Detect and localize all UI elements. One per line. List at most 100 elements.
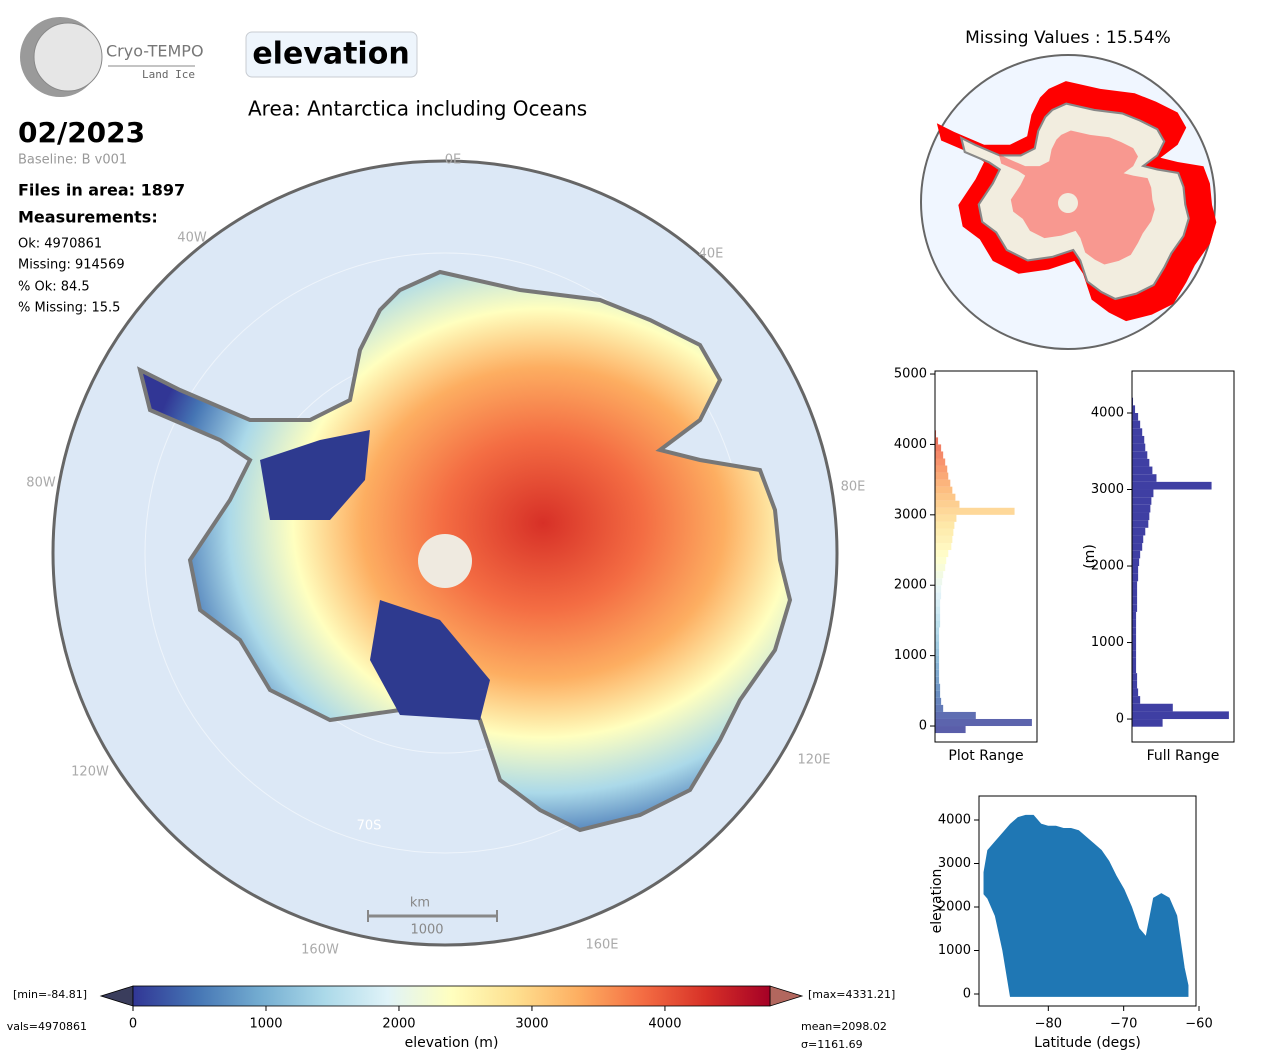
hist-bar (935, 528, 954, 536)
hist-bar (935, 726, 966, 734)
lon-label: 40E (699, 247, 724, 262)
hist-bar (935, 676, 940, 684)
scalebar-unit: km (410, 896, 430, 911)
hist-bar (935, 697, 942, 705)
main-map: 0E 40E 80E 120E 160E 160W 120W 80W 40W 7… (26, 153, 865, 958)
hist-bar (935, 648, 940, 656)
hist-bar (935, 669, 940, 677)
x-tick-label: 4000 (648, 1017, 681, 1032)
hist-bar (1132, 481, 1212, 490)
y-tick-label: 4000 (938, 813, 971, 828)
pct-missing: % Missing: 15.5 (18, 301, 120, 316)
hist-bar (1132, 588, 1138, 597)
hist-bar (1132, 420, 1141, 429)
files: Files in area: 1897 (18, 181, 185, 200)
hist-bar (935, 444, 942, 452)
hist-bar (935, 430, 937, 438)
hist-bar (935, 542, 952, 551)
hist-bar (1132, 619, 1137, 628)
hist-bar (1132, 634, 1137, 643)
hist-bar (935, 585, 942, 593)
hist-bar (935, 704, 944, 712)
hist-bar (935, 507, 1015, 515)
hist-bar (935, 550, 949, 558)
y-tick-label: 0 (919, 719, 927, 734)
y-tick-label: 2000 (1091, 559, 1124, 574)
hist-bar (935, 535, 953, 543)
hist-bar (935, 599, 941, 607)
y-tick-label: 2000 (894, 578, 927, 593)
hist-bar (1132, 535, 1144, 544)
hist-bar (1132, 451, 1148, 459)
hist-bar (1132, 458, 1150, 467)
ice-shelf (260, 430, 370, 520)
y-tick-label: 1000 (1091, 635, 1124, 650)
colorbar (132, 985, 771, 1007)
y-tick-label: 3000 (894, 507, 927, 522)
lon-label: 80E (841, 480, 866, 495)
lon-label: 160E (585, 938, 618, 953)
y-tick-label: 0 (963, 986, 971, 1001)
ok-count: Ok: 4970861 (18, 237, 102, 252)
hist-bar (1132, 550, 1141, 559)
lon-label: 120W (71, 765, 109, 780)
x-tick-label: 1000 (249, 1017, 282, 1032)
hist-bar (1132, 443, 1146, 452)
min-label: [min=-84.81] (13, 988, 87, 1001)
hist-bar (935, 521, 955, 529)
hist-bar (1132, 657, 1137, 666)
hist-bar (935, 613, 941, 621)
x-tick-label: 0 (129, 1017, 137, 1032)
x-tick-label: −80 (1035, 1017, 1062, 1032)
hist-bar (935, 479, 951, 487)
plots: 0 1000 2000 3000 4000 5000 Plot Range 0 1000 2000… (7, 367, 1235, 1051)
hist-bar (1132, 435, 1145, 444)
hist-bar (1132, 688, 1139, 697)
hist-bar (935, 493, 956, 501)
axes-frame (978, 795, 1197, 1007)
area-title: Area: Antarctica including Oceans (248, 97, 587, 121)
x-tick-label: −70 (1110, 1017, 1137, 1032)
hist-bar (1132, 642, 1137, 651)
x-tick-label: 3000 (515, 1017, 548, 1032)
hist-bar (935, 711, 976, 719)
hist-bar (1132, 696, 1141, 704)
nvals-label: vals=4970861 (7, 1020, 87, 1033)
hist-bar (935, 641, 940, 649)
date: 02/2023 (18, 116, 145, 149)
hist-bar (935, 451, 944, 459)
hist-bar (935, 564, 946, 572)
y-tick-label: 3000 (938, 856, 971, 871)
y-axis-label: (m) (1082, 544, 1098, 569)
x-axis-label: Latitude (degs) (1034, 1035, 1141, 1051)
hist-bar (1132, 489, 1154, 498)
hist-bar (1132, 703, 1173, 712)
measurements-title: Measurements: (18, 208, 158, 227)
logo-title: Cryo-TEMPO (106, 42, 204, 61)
hist-bar (1132, 428, 1143, 436)
axes-frame (1131, 370, 1235, 743)
ice-shelf (370, 600, 490, 720)
scatter-cloud (983, 814, 1189, 997)
hist-bar (935, 557, 947, 565)
hist-bar (1132, 650, 1137, 658)
hist-bar (1132, 673, 1138, 681)
x-tick-label: −60 (1185, 1017, 1212, 1032)
hist-bar (935, 465, 948, 473)
colorbar-over (769, 985, 804, 1007)
max-label: [max=4331.21] (808, 988, 895, 1001)
variable-box (245, 31, 418, 78)
hist-bar (1132, 558, 1140, 567)
missing-map: Missing Values : 15.54% (920, 28, 1217, 350)
hist-bar (1132, 711, 1229, 720)
pole-hole (418, 534, 472, 588)
missing-pole (1058, 193, 1078, 213)
hist-bar (935, 514, 957, 522)
hist-bar (1132, 520, 1149, 528)
scalebar-length: 1000 (410, 923, 443, 938)
hist-bar (1132, 604, 1138, 612)
pct-ok: % Ok: 84.5 (18, 280, 90, 295)
hist-bar (1132, 627, 1137, 635)
hist-bar (1132, 680, 1138, 689)
hist-bar (1132, 497, 1152, 505)
